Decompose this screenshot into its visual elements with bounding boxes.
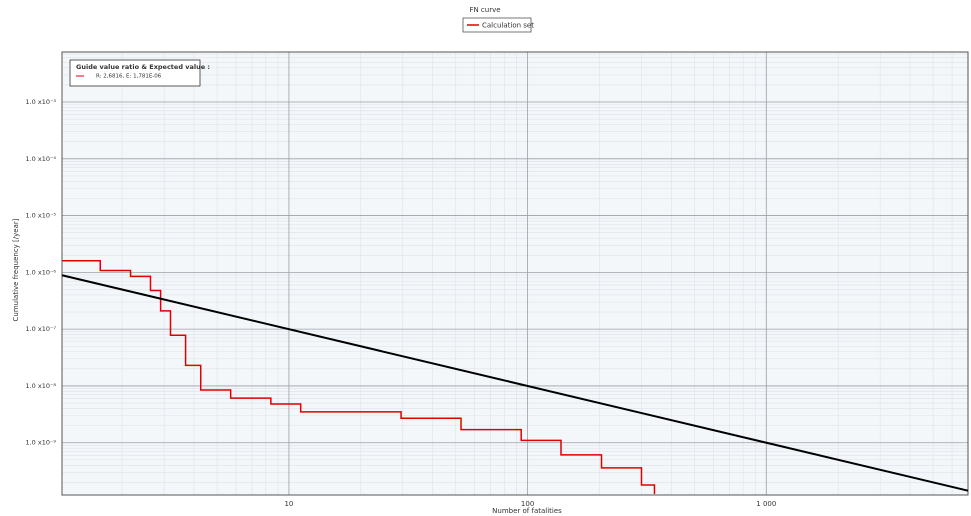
legend-label[interactable]: Calculation set [482, 22, 534, 30]
annotation-box: Guide value ratio & Expected value : R: … [69, 59, 210, 87]
plot-area [62, 52, 968, 495]
y-tick-label: 1.0 x10⁻⁴ [25, 155, 56, 163]
series-line [62, 260, 656, 494]
y-tick-label: 1.0 x10⁻⁹ [25, 439, 56, 447]
y-tick-label: 1.0 x10⁻⁶ [25, 268, 56, 276]
annotation-text: R: 2,6816, E: 1,781E-06 [96, 74, 162, 80]
chart-title: FN curve [469, 6, 500, 14]
series-line [61, 274, 969, 492]
plot-frame [61, 51, 969, 496]
x-tick-label: 100 [521, 500, 534, 508]
legend-box [462, 17, 532, 33]
annotation-title: Guide value ratio & Expected value : [76, 63, 210, 71]
y-axis-title: Cumulative frequency [/year] [12, 218, 20, 321]
y-tick-label: 1.0 x10⁻⁵ [25, 212, 56, 220]
x-tick-label: 1 000 [756, 500, 776, 508]
y-tick-label: 1.0 x10⁻⁷ [25, 325, 56, 333]
legend[interactable]: Calculation set [462, 17, 534, 33]
y-tick-label: 1.0 x10⁻³ [25, 98, 56, 106]
x-axis-title: Number of fatalities [492, 507, 562, 515]
x-tick-label: 10 [284, 500, 293, 508]
annotation-frame [69, 59, 201, 87]
y-tick-label: 1.0 x10⁻⁸ [25, 382, 56, 390]
